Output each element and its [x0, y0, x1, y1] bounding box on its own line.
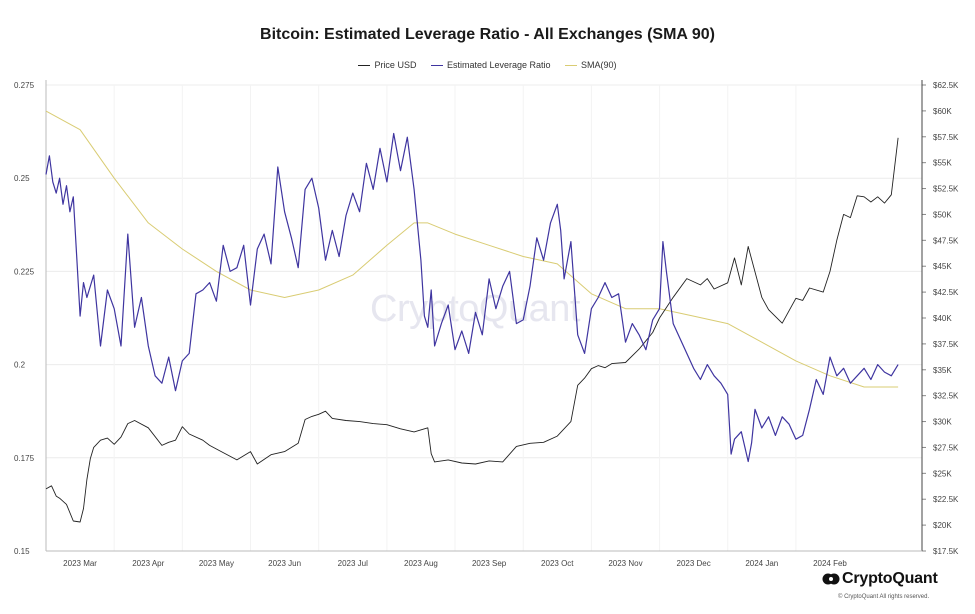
- y-right-tick-label: $52.5K: [933, 185, 959, 194]
- y-left-tick-label: 0.225: [14, 267, 35, 276]
- legend-label-leverage: Estimated Leverage Ratio: [446, 60, 551, 70]
- y-left-tick-label: 0.275: [14, 81, 35, 90]
- x-tick-label: 2023 Nov: [608, 559, 642, 568]
- y-right-tick-label: $60K: [933, 107, 952, 116]
- x-tick-label: 2023 Apr: [132, 559, 164, 568]
- brand-logo-block: CryptoQuant: [822, 570, 962, 588]
- y-right-tick-label: $37.5K: [933, 340, 959, 349]
- x-tick-label: 2023 Aug: [404, 559, 438, 568]
- legend-swatch-sma: [565, 65, 578, 67]
- x-tick-label: 2023 May: [199, 559, 234, 568]
- y-right-tick-label: $47.5K: [933, 236, 959, 245]
- x-tick-label: 2024 Feb: [813, 559, 847, 568]
- y-right-tick-label: $42.5K: [933, 288, 959, 297]
- axes: [45, 80, 926, 552]
- x-tick-label: 2024 Jan: [745, 559, 778, 568]
- legend-item-price[interactable]: Price USD: [358, 60, 416, 70]
- x-tick-label: 2023 Jul: [338, 559, 368, 568]
- y-right-tick-label: $45K: [933, 262, 952, 271]
- y-right-tick-label: $17.5K: [933, 547, 959, 556]
- y-right-tick-label: $40K: [933, 314, 952, 323]
- y-left-tick-label: 0.15: [14, 547, 30, 556]
- y-right-tick-label: $22.5K: [933, 495, 959, 504]
- tick-labels: 0.15 0.175 0.2 0.225 0.25 0.275 $17.5K $20K $22.…: [14, 81, 959, 568]
- x-tick-label: 2023 Dec: [677, 559, 711, 568]
- y-right-tick-label: $57.5K: [933, 133, 959, 142]
- legend-label-sma: SMA(90): [581, 60, 617, 70]
- series-layer: [45, 110, 899, 523]
- series-sma-line: [45, 110, 899, 388]
- y-right-tick-label: $20K: [933, 521, 952, 530]
- series-leverage-line: [45, 132, 899, 463]
- y-right-tick-label: $27.5K: [933, 443, 959, 452]
- x-tick-label: 2023 Oct: [541, 559, 574, 568]
- legend: Price USD Estimated Leverage Ratio SMA(9…: [0, 60, 975, 70]
- y-right-tick-label: $30K: [933, 418, 952, 427]
- legend-swatch-leverage: [430, 65, 443, 67]
- y-right-tick-label: $32.5K: [933, 392, 959, 401]
- legend-swatch-price: [358, 65, 371, 67]
- y-left-tick-label: 0.2: [14, 361, 26, 370]
- series-price-line: [45, 137, 899, 523]
- y-left-tick-label: 0.175: [14, 454, 35, 463]
- x-tick-label: 2023 Jun: [268, 559, 301, 568]
- watermark: CryptoQuant: [370, 288, 580, 330]
- legend-label-price: Price USD: [374, 60, 417, 70]
- chart-title: Bitcoin: Estimated Leverage Ratio - All …: [260, 26, 715, 43]
- x-tick-label: 2023 Sep: [472, 559, 507, 568]
- y-right-tick-label: $35K: [933, 366, 952, 375]
- y-left-tick-label: 0.25: [14, 174, 30, 183]
- y-right-tick-label: $50K: [933, 210, 952, 219]
- y-right-tick-label: $55K: [933, 159, 952, 168]
- legend-item-sma[interactable]: SMA(90): [565, 60, 617, 70]
- y-right-tick-label: $25K: [933, 469, 952, 478]
- cryptoquant-logo-icon: [822, 573, 840, 585]
- legend-item-leverage[interactable]: Estimated Leverage Ratio: [430, 60, 551, 70]
- y-right-tick-label: $62.5K: [933, 81, 959, 90]
- copyright-text: © CryptoQuant All rights reserved.: [838, 594, 930, 600]
- x-tick-label: 2023 Mar: [63, 559, 97, 568]
- brand-name: CryptoQuant: [842, 570, 938, 587]
